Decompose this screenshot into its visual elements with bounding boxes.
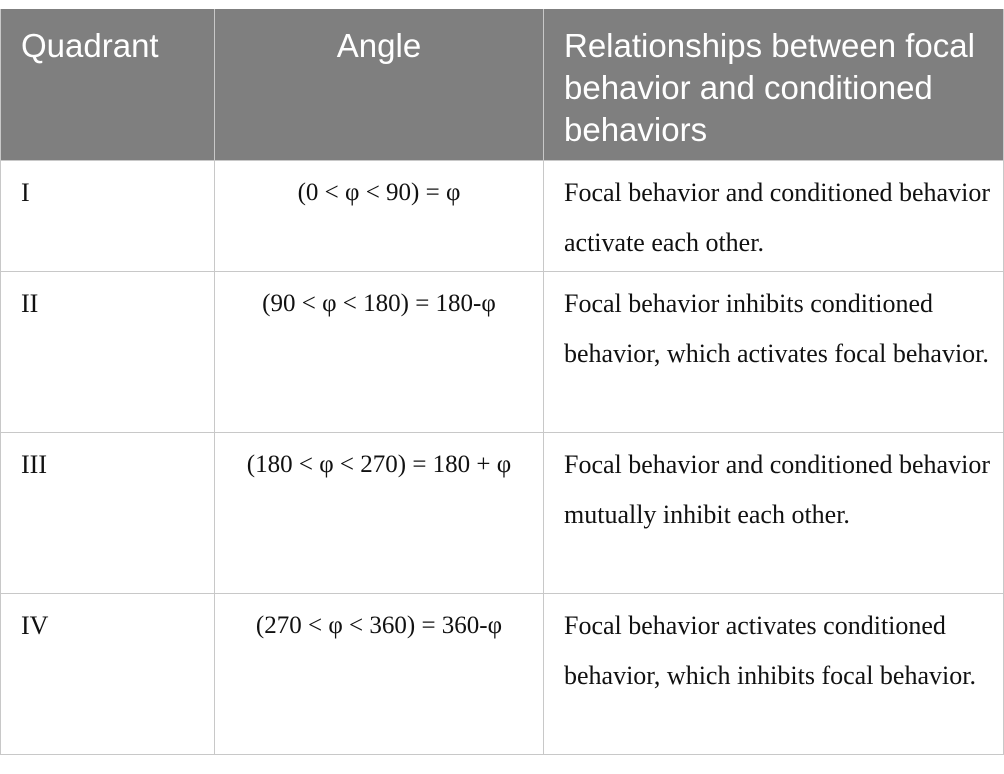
quadrant-cell: IV	[0, 592, 215, 755]
header-angle: Angle	[214, 9, 544, 161]
header-quadrant: Quadrant	[0, 9, 215, 161]
header-row: Quadrant Angle Relationships between foc…	[0, 9, 1004, 161]
angle-cell: (270 < φ < 360) = 360-φ	[214, 592, 544, 755]
quadrant-cell: II	[0, 270, 215, 433]
angle-cell: (180 < φ < 270) = 180 + φ	[214, 431, 544, 594]
quadrant-cell: III	[0, 431, 215, 594]
table-header: Quadrant Angle Relationships between foc…	[0, 9, 1004, 161]
angle-cell: (0 < φ < 90) = φ	[214, 159, 544, 272]
header-relationships: Relationships between focal behavior and…	[543, 9, 1004, 161]
quadrant-cell: I	[0, 159, 215, 272]
relationship-cell: Focal behavior and conditioned behavior …	[543, 431, 1004, 594]
table-row: IV (270 < φ < 360) = 360-φ Focal behavio…	[0, 592, 1004, 755]
angle-cell: (90 < φ < 180) = 180-φ	[214, 270, 544, 433]
relationship-cell: Focal behavior and conditioned behavior …	[543, 159, 1004, 272]
relationship-cell: Focal behavior inhibits conditioned beha…	[543, 270, 1004, 433]
table-row: I (0 < φ < 90) = φ Focal behavior and co…	[0, 159, 1004, 272]
table-row: III (180 < φ < 270) = 180 + φ Focal beha…	[0, 431, 1004, 594]
relationship-cell: Focal behavior activates conditioned beh…	[543, 592, 1004, 755]
table-row: II (90 < φ < 180) = 180-φ Focal behavior…	[0, 270, 1004, 433]
table-body: I (0 < φ < 90) = φ Focal behavior and co…	[0, 159, 1004, 755]
quadrant-table: Quadrant Angle Relationships between foc…	[0, 9, 1004, 755]
